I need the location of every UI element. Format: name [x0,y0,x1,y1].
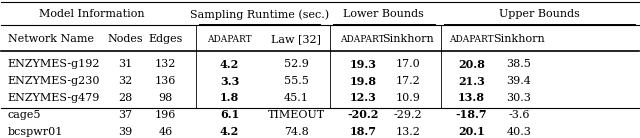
Text: 17.2: 17.2 [396,76,420,86]
Text: ADAPART: ADAPART [449,35,494,44]
Text: Model Information: Model Information [40,9,145,19]
Text: Nodes: Nodes [108,34,143,44]
Text: 32: 32 [118,76,132,86]
Text: 45.1: 45.1 [284,93,309,103]
Text: 30.3: 30.3 [506,93,531,103]
Text: bcspwr01: bcspwr01 [8,127,63,137]
Text: 52.9: 52.9 [284,59,309,69]
Text: ENZYMES-g479: ENZYMES-g479 [8,93,100,103]
Text: Upper Bounds: Upper Bounds [499,9,580,19]
Text: -29.2: -29.2 [394,110,422,120]
Text: ENZYMES-g192: ENZYMES-g192 [8,59,100,69]
Text: ENZYMES-g230: ENZYMES-g230 [8,76,100,86]
Text: 17.0: 17.0 [396,59,420,69]
Text: Law [32]: Law [32] [271,34,321,44]
Text: 74.8: 74.8 [284,127,308,137]
Text: 37: 37 [118,110,132,120]
Text: 132: 132 [155,59,177,69]
Text: 4.2: 4.2 [220,59,239,70]
Text: 3.3: 3.3 [220,76,239,87]
Text: ADAPART: ADAPART [207,35,252,44]
Text: 18.7: 18.7 [349,126,376,137]
Text: 38.5: 38.5 [506,59,531,69]
Text: 39: 39 [118,127,132,137]
Text: 20.8: 20.8 [458,59,485,70]
Text: Network Name: Network Name [8,34,94,44]
Text: 21.3: 21.3 [458,76,485,87]
Text: 12.3: 12.3 [349,92,376,103]
Text: 46: 46 [159,127,173,137]
Text: 20.1: 20.1 [458,126,485,137]
Text: -20.2: -20.2 [347,109,378,120]
Text: 4.2: 4.2 [220,126,239,137]
Text: 1.8: 1.8 [220,92,239,103]
Text: 39.4: 39.4 [506,76,531,86]
Text: -3.6: -3.6 [508,110,529,120]
Text: Lower Bounds: Lower Bounds [343,9,424,19]
Text: 28: 28 [118,93,132,103]
Text: 19.3: 19.3 [349,59,376,70]
Text: Sinkhorn: Sinkhorn [382,34,434,44]
Text: 6.1: 6.1 [220,109,239,120]
Text: -18.7: -18.7 [456,109,488,120]
Text: 13.2: 13.2 [396,127,420,137]
Text: 40.3: 40.3 [506,127,531,137]
Text: Sinkhorn: Sinkhorn [493,34,545,44]
Text: cage5: cage5 [8,110,41,120]
Text: Edges: Edges [148,34,183,44]
Text: 31: 31 [118,59,132,69]
Text: ADAPART: ADAPART [340,35,385,44]
Text: 13.8: 13.8 [458,92,485,103]
Text: 55.5: 55.5 [284,76,309,86]
Text: 98: 98 [159,93,173,103]
Text: TIMEOUT: TIMEOUT [268,110,325,120]
Text: 19.8: 19.8 [349,76,376,87]
Text: Sampling Runtime (sec.): Sampling Runtime (sec.) [190,9,329,20]
Text: 136: 136 [155,76,177,86]
Text: 196: 196 [155,110,177,120]
Text: 10.9: 10.9 [396,93,420,103]
